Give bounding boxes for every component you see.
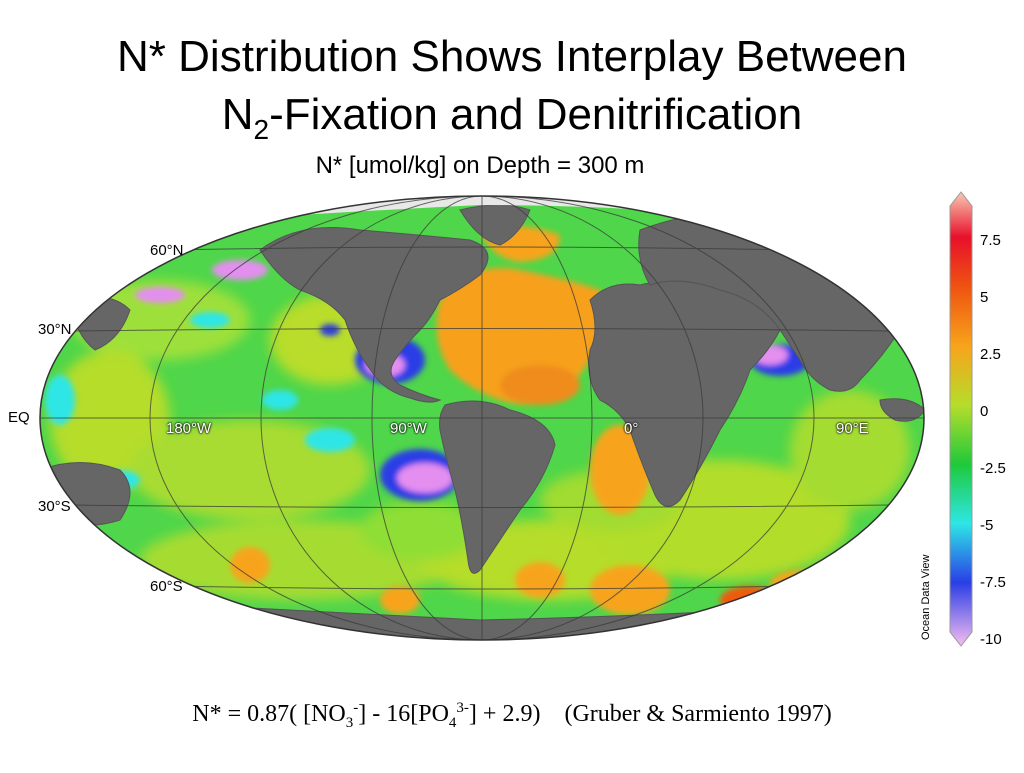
- colorbar: [949, 191, 973, 647]
- colorbar-tick-minus-10: -10: [980, 631, 1002, 648]
- colorbar-tick-7.5: 7.5: [980, 232, 1001, 249]
- title-subscript-2: 2: [253, 113, 270, 145]
- arctic-ice: [300, 196, 720, 215]
- formula-sup-3minus: 3-: [456, 700, 469, 716]
- formula-part-3: ] + 2.9): [468, 701, 541, 727]
- colorbar-tick-minus-5: -5: [980, 517, 994, 534]
- land-south-america: [439, 400, 556, 574]
- map-field: [40, 196, 924, 640]
- nstar-formula: N* = 0.87( [NO3-] - 16[PO43-] + 2.9) (Gr…: [0, 700, 1024, 732]
- lat-label-30n: 30°N: [38, 321, 72, 338]
- lat-label-60n: 60°N: [150, 242, 184, 259]
- formula-citation: (Gruber & Sarmiento 1997): [564, 701, 832, 727]
- colorbar-tick-0: 0: [980, 403, 989, 420]
- lat-label-60s: 60°S: [150, 578, 183, 595]
- title-line-1: N* Distribution Shows Interplay Between: [117, 32, 907, 81]
- slide-title: N* Distribution Shows Interplay Between …: [0, 28, 1024, 159]
- title-n: N: [221, 90, 254, 139]
- formula-sub-3: 3: [345, 714, 354, 731]
- lon-label-90w: 90°W: [390, 420, 427, 437]
- lat-label-eq: EQ: [8, 409, 30, 426]
- map-title: N* [umol/kg] on Depth = 300 m: [315, 152, 645, 179]
- lon-label-180w: 180°W: [166, 420, 212, 437]
- land-north-america: [259, 227, 489, 403]
- ocean-data-view-watermark: Ocean Data View: [920, 554, 932, 640]
- formula-sup-minus: -: [353, 700, 359, 716]
- formula-part-2: ] - 16[PO: [358, 701, 449, 727]
- graticule: [40, 196, 924, 640]
- lon-label-90e: 90°E: [836, 420, 869, 437]
- colorbar-tick-5: 5: [980, 289, 989, 306]
- land-greenland: [459, 204, 531, 246]
- lon-label-0: 0°: [624, 420, 639, 437]
- title-line-2: N2-Fixation and Denitrification: [0, 86, 1024, 159]
- colorbar-tick-2.5: 2.5: [980, 346, 1001, 363]
- lat-label-30s: 30°S: [38, 498, 71, 515]
- title-suffix: -Fixation and Denitrification: [269, 90, 803, 139]
- land-indonesia: [879, 398, 924, 422]
- globe-outline: [39, 195, 925, 641]
- nstar-field: [50, 280, 910, 600]
- formula-sub-4: 4: [448, 714, 457, 731]
- colorbar-tick-minus-2.5: -2.5: [980, 460, 1006, 477]
- colorbar-tick-minus-7.5: -7.5: [980, 574, 1006, 591]
- formula-part-1: N* = 0.87( [NO: [192, 701, 346, 727]
